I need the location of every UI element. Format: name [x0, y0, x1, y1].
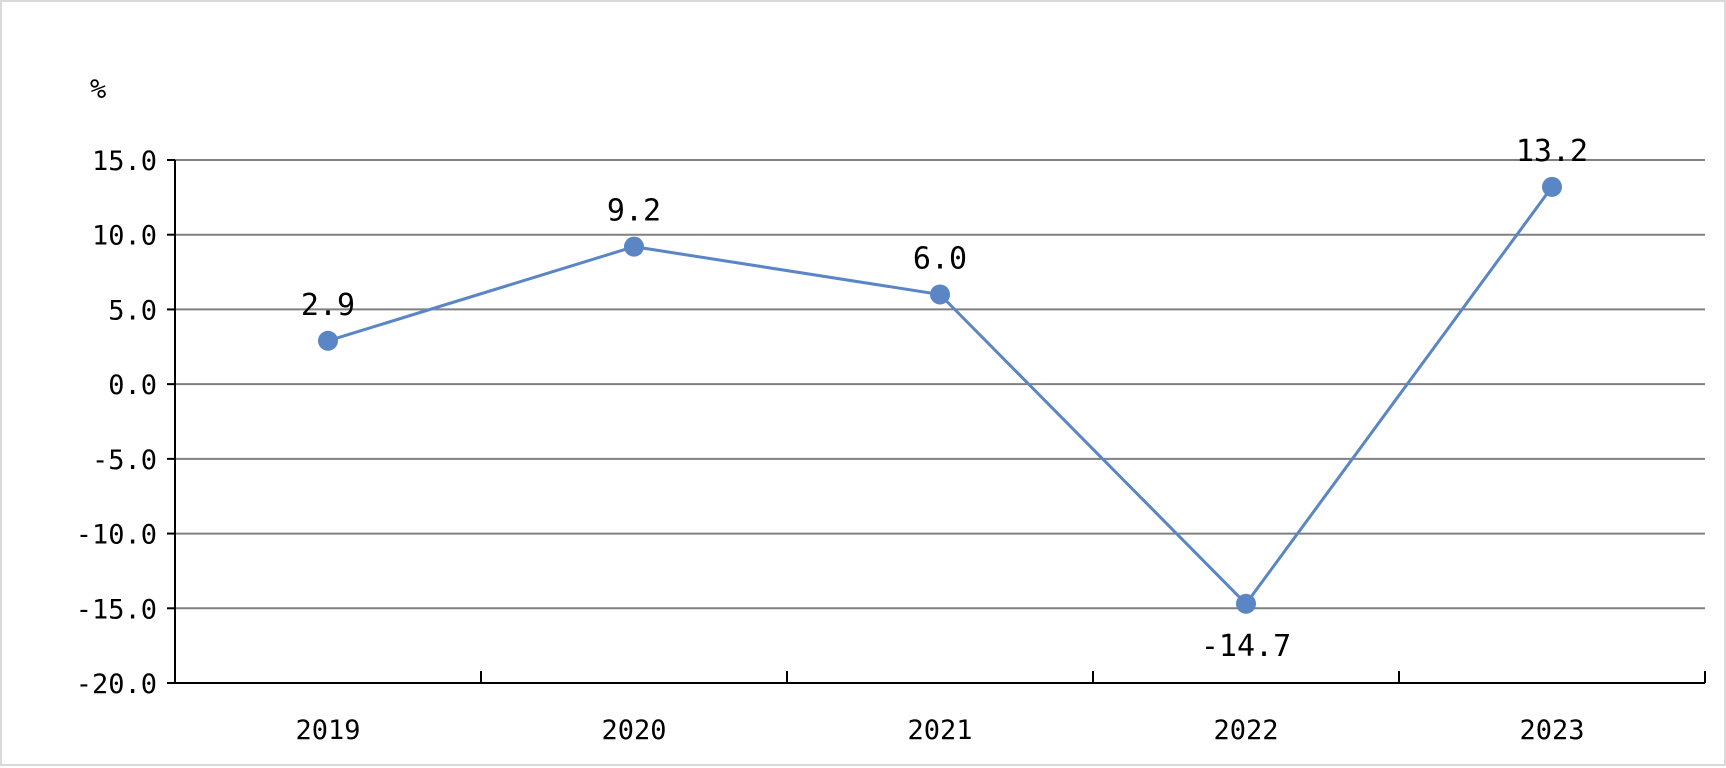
y-tick-label: 5.0	[108, 295, 157, 326]
data-point	[930, 284, 950, 305]
y-tick-label: 15.0	[92, 146, 157, 177]
y-tick-label: -10.0	[76, 520, 157, 551]
x-tick-label: 2020	[601, 715, 666, 746]
y-tick-labels: 15.0 10.0 5.0 0.0 -5.0 -10.0 -15.0 -20.0	[76, 146, 157, 700]
x-tick-label: 2021	[907, 715, 972, 746]
x-tick-label: 2019	[295, 715, 360, 746]
data-point	[318, 330, 338, 351]
y-tick-label: 10.0	[92, 221, 157, 252]
data-point	[1236, 593, 1256, 614]
data-point	[624, 236, 644, 257]
x-tick-labels: 2019 2020 2021 2022 2023	[295, 715, 1584, 746]
y-tick-label: -15.0	[76, 594, 157, 625]
y-tick-label: -5.0	[92, 445, 157, 476]
y-tick-label: 0.0	[108, 370, 157, 401]
data-label: 2.9	[301, 288, 355, 323]
data-labels: 2.9 9.2 6.0 -14.7 13.2	[301, 134, 1588, 664]
series-layer	[318, 176, 1562, 614]
y-tick-label: -20.0	[76, 669, 157, 700]
data-point	[1542, 176, 1562, 197]
data-label: 13.2	[1516, 134, 1588, 169]
data-label: 9.2	[607, 194, 661, 229]
gridlines	[175, 159, 1705, 610]
data-label: 6.0	[913, 241, 967, 276]
axes	[167, 159, 1706, 684]
data-label: -14.7	[1201, 629, 1291, 664]
x-tick-label: 2022	[1213, 715, 1278, 746]
x-tick-label: 2023	[1519, 715, 1584, 746]
y-axis-unit-label: %	[90, 74, 106, 105]
